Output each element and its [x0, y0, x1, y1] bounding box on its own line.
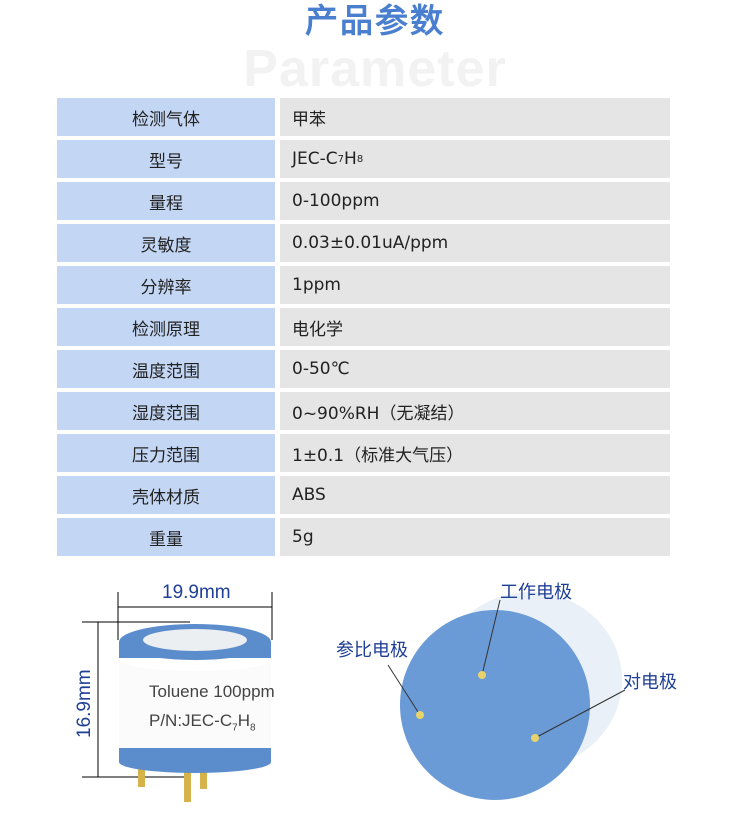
- sensor-illustration: [82, 592, 273, 802]
- table-row: 检测气体 甲苯: [57, 98, 670, 136]
- watermark: Parameter: [243, 40, 507, 98]
- param-label: 灵敏度: [57, 224, 275, 262]
- table-row: 灵敏度 0.03±0.01uA/ppm: [57, 224, 670, 262]
- param-value: ABS: [280, 476, 670, 514]
- width-dimension: 19.9mm: [162, 582, 231, 603]
- table-row: 量程 0-100ppm: [57, 182, 670, 220]
- table-row: 湿度范围 0~90%RH（无凝结）: [57, 392, 670, 430]
- param-label: 量程: [57, 182, 275, 220]
- table-row: 壳体材质 ABS: [57, 476, 670, 514]
- sensor-label-gas: Toluene 100ppm: [149, 682, 275, 701]
- param-label: 壳体材质: [57, 476, 275, 514]
- param-value: 甲苯: [280, 98, 670, 136]
- reference-electrode-label: 参比电极: [336, 640, 408, 661]
- counter-electrode-label: 对电极: [623, 672, 677, 693]
- table-row: 压力范围 1±0.1（标准大气压）: [57, 434, 670, 472]
- param-label: 重量: [57, 518, 275, 556]
- table-row: 检测原理 电化学: [57, 308, 670, 346]
- param-value: 5g: [280, 518, 670, 556]
- sensor-label-pn: P/N:JEC-C7H8: [149, 711, 256, 734]
- param-value: 0~90%RH（无凝结）: [280, 392, 670, 430]
- height-dimension: 16.9mm: [74, 669, 95, 738]
- param-value: 电化学: [280, 308, 670, 346]
- param-value: JEC-C 7 H 8: [280, 140, 670, 178]
- param-value: 0.03±0.01uA/ppm: [280, 224, 670, 262]
- param-label: 分辨率: [57, 266, 275, 304]
- param-label: 温度范围: [57, 350, 275, 388]
- param-label: 检测气体: [57, 98, 275, 136]
- param-value: 1ppm: [280, 266, 670, 304]
- sensor-bottom-view: [387, 592, 626, 800]
- param-value: 0-100ppm: [280, 182, 670, 220]
- param-label: 压力范围: [57, 434, 275, 472]
- table-row: 温度范围 0-50℃: [57, 350, 670, 388]
- param-value: 1±0.1（标准大气压）: [280, 434, 670, 472]
- param-label: 检测原理: [57, 308, 275, 346]
- table-row: 型号 JEC-C 7 H 8: [57, 140, 670, 178]
- param-table: 检测气体 甲苯 型号 JEC-C 7 H 8 量程 0-100ppm 灵敏度 0.03±0.01uA…: [57, 98, 670, 560]
- page-title: 产品参数: [305, 1, 445, 40]
- table-row: 分辨率 1ppm: [57, 266, 670, 304]
- param-label: 湿度范围: [57, 392, 275, 430]
- working-electrode-label: 工作电极: [500, 582, 572, 603]
- param-value: 0-50℃: [280, 350, 670, 388]
- table-row: 重量 5g: [57, 518, 670, 556]
- param-label: 型号: [57, 140, 275, 178]
